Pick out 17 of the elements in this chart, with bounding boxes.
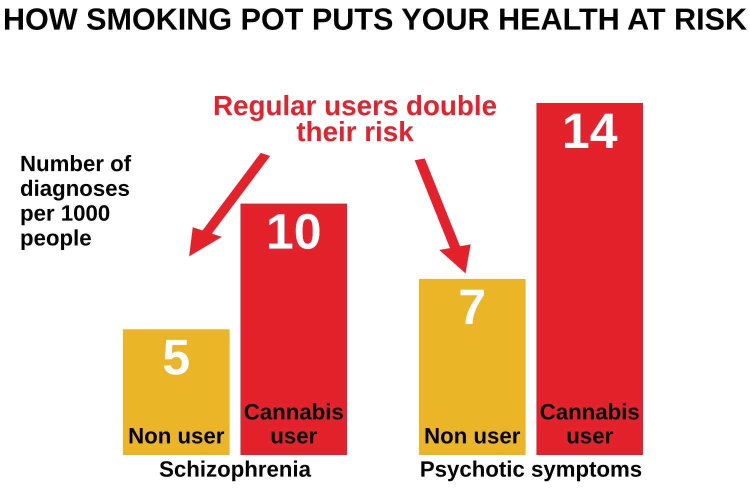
- series-label: Cannabis user: [540, 403, 639, 444]
- bar: [418, 279, 526, 455]
- x-tick-label: Schizophrenia: [160, 460, 312, 482]
- annotation: Regular users double their risk: [214, 95, 496, 142]
- data-label: 10: [269, 214, 320, 250]
- data-label: 14: [565, 114, 618, 148]
- bar: [123, 329, 230, 455]
- chart-title: HOW SMOKING POT PUTS YOUR HEALTH AT RISK: [4, 8, 747, 30]
- data-label: 5: [164, 340, 189, 375]
- x-tick-label: Psychotic symptoms: [421, 460, 642, 482]
- y-axis-title: Number of diagnoses per 1000 people: [20, 155, 132, 250]
- bar: [240, 204, 348, 455]
- series-label: Non user: [130, 428, 224, 444]
- data-label: 7: [460, 290, 484, 324]
- bar: [536, 103, 643, 455]
- text: Cannabis user: [244, 403, 343, 444]
- text: Non user: [426, 428, 520, 444]
